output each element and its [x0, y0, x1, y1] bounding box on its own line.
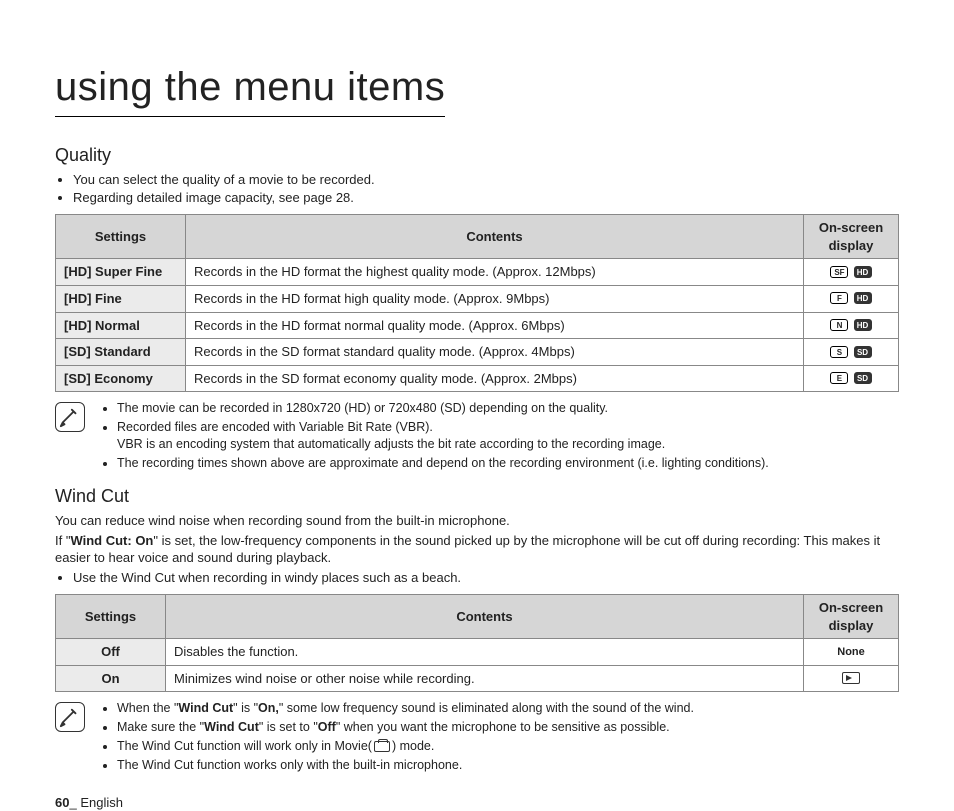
table-row: On Minimizes wind noise or other noise w… [56, 665, 899, 692]
bold-text: Wind Cut [178, 701, 233, 715]
quality-badge-icon: F [830, 292, 848, 304]
windcut-note-list: When the "Wind Cut" is "On," some low fr… [99, 700, 694, 776]
text: When the " [117, 701, 178, 715]
col-contents: Contents [186, 215, 804, 259]
quality-table: Settings Contents On-screen display [HD]… [55, 214, 899, 392]
windcut-note-block: When the "Wind Cut" is "On," some low fr… [55, 700, 899, 776]
col-display: On-screen display [804, 215, 899, 259]
quality-badge-icon: SF [830, 266, 848, 278]
display-text: None [837, 646, 865, 658]
note-text: Recorded files are encoded with Variable… [117, 420, 433, 434]
windcut-table: Settings Contents On-screen display Off … [55, 594, 899, 692]
col-display: On-screen display [804, 595, 899, 639]
content-cell: Records in the HD format normal quality … [186, 312, 804, 339]
bold-text: On, [258, 701, 279, 715]
quality-note-block: The movie can be recorded in 1280x720 (H… [55, 400, 899, 474]
text: " when you want the microphone to be sen… [336, 720, 670, 734]
page-title: using the menu items [55, 60, 445, 117]
resolution-badge-icon: HD [854, 266, 872, 278]
windcut-flag-icon [842, 672, 860, 684]
table-row: [HD] Fine Records in the HD format high … [56, 286, 899, 313]
content-cell: Records in the HD format the highest qua… [186, 259, 804, 286]
text: ) mode. [392, 739, 434, 753]
quality-note-list: The movie can be recorded in 1280x720 (H… [99, 400, 769, 474]
table-row: [HD] Super Fine Records in the HD format… [56, 259, 899, 286]
content-cell: Disables the function. [166, 639, 804, 666]
display-cell: E SD [804, 365, 899, 392]
note-item: The movie can be recorded in 1280x720 (H… [117, 400, 769, 417]
display-cell: None [804, 639, 899, 666]
setting-cell: Off [56, 639, 166, 666]
text: If " [55, 533, 70, 548]
table-row: [SD] Economy Records in the SD format ec… [56, 365, 899, 392]
note-item: Make sure the "Wind Cut" is set to "Off"… [117, 719, 694, 736]
display-cell: N HD [804, 312, 899, 339]
content-cell: Records in the SD format standard qualit… [186, 339, 804, 366]
setting-cell: [HD] Super Fine [56, 259, 186, 286]
note-item: When the "Wind Cut" is "On," some low fr… [117, 700, 694, 717]
quality-badge-icon: N [830, 319, 848, 331]
movie-mode-icon [374, 741, 390, 752]
display-cell [804, 665, 899, 692]
resolution-badge-icon: SD [854, 372, 872, 384]
text: " is " [233, 701, 258, 715]
quality-badge-icon: E [830, 372, 848, 384]
text: " is set to " [259, 720, 318, 734]
content-cell: Records in the HD format high quality mo… [186, 286, 804, 313]
windcut-intro-1: You can reduce wind noise when recording… [55, 512, 899, 530]
display-cell: SF HD [804, 259, 899, 286]
bold-text: Off [318, 720, 336, 734]
display-cell: S SD [804, 339, 899, 366]
windcut-intro-2: If "Wind Cut: On" is set, the low-freque… [55, 532, 899, 567]
setting-cell: [HD] Fine [56, 286, 186, 313]
note-text: VBR is an encoding system that automatic… [117, 437, 665, 451]
content-cell: Records in the SD format economy quality… [186, 365, 804, 392]
content-cell: Minimizes wind noise or other noise whil… [166, 665, 804, 692]
note-item: Recorded files are encoded with Variable… [117, 419, 769, 453]
windcut-bullet: Use the Wind Cut when recording in windy… [73, 569, 899, 587]
quality-bullet-1: You can select the quality of a movie to… [73, 171, 899, 189]
resolution-badge-icon: HD [854, 319, 872, 331]
footer-lang: English [80, 795, 123, 810]
note-item: The recording times shown above are appr… [117, 455, 769, 472]
col-contents: Contents [166, 595, 804, 639]
windcut-heading: Wind Cut [55, 484, 899, 508]
quality-bullet-2: Regarding detailed image capacity, see p… [73, 189, 899, 207]
resolution-badge-icon: HD [854, 292, 872, 304]
quality-intro-list: You can select the quality of a movie to… [59, 171, 899, 206]
table-row: [HD] Normal Records in the HD format nor… [56, 312, 899, 339]
setting-cell: [SD] Standard [56, 339, 186, 366]
table-row: Off Disables the function. None [56, 639, 899, 666]
setting-cell: [SD] Economy [56, 365, 186, 392]
text: " is set, the low-frequency components i… [55, 533, 880, 566]
note-item: The Wind Cut function works only with th… [117, 757, 694, 774]
bold-text: Wind Cut [204, 720, 259, 734]
setting-cell: On [56, 665, 166, 692]
display-cell: F HD [804, 286, 899, 313]
col-settings: Settings [56, 215, 186, 259]
text: Make sure the " [117, 720, 204, 734]
table-row: [SD] Standard Records in the SD format s… [56, 339, 899, 366]
note-item: The Wind Cut function will work only in … [117, 738, 694, 755]
footer-sep: _ [69, 795, 80, 810]
text: " some low frequency sound is eliminated… [279, 701, 694, 715]
page-number: 60 [55, 795, 69, 810]
page-footer: 60_ English [55, 794, 899, 811]
quality-heading: Quality [55, 143, 899, 167]
setting-cell: [HD] Normal [56, 312, 186, 339]
resolution-badge-icon: SD [854, 346, 872, 358]
note-icon [55, 402, 85, 432]
windcut-bullet-list: Use the Wind Cut when recording in windy… [59, 569, 899, 587]
text: The Wind Cut function will work only in … [117, 739, 372, 753]
quality-badge-icon: S [830, 346, 848, 358]
note-icon [55, 702, 85, 732]
col-settings: Settings [56, 595, 166, 639]
bold-text: Wind Cut: On [70, 533, 153, 548]
